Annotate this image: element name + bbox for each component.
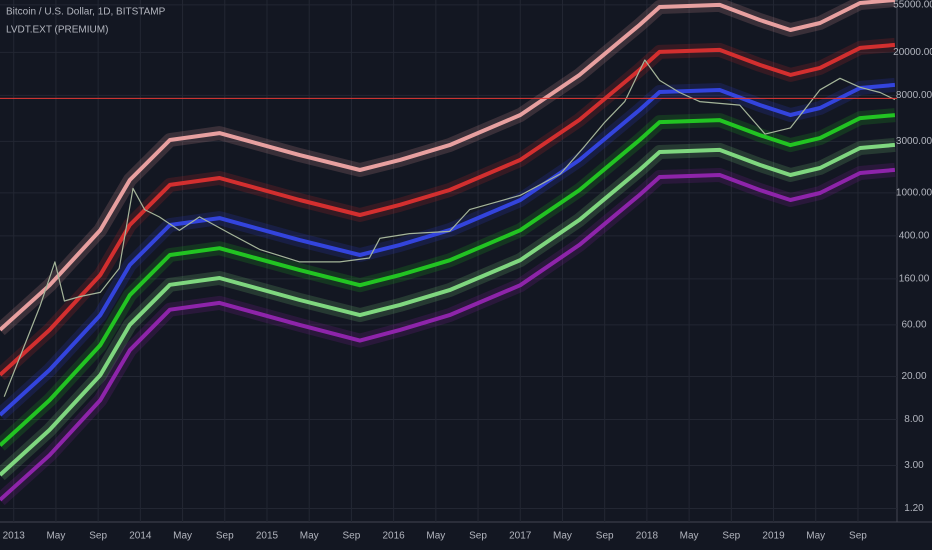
symbol-title: Bitcoin / U.S. Dollar, 1D, BITSTAMP — [6, 7, 166, 18]
band-line — [0, 42, 896, 377]
x-tick-label: May — [173, 531, 192, 542]
y-tick-label: 400.00 — [899, 231, 930, 242]
band-line — [0, 142, 896, 477]
x-tick-label: 2018 — [636, 531, 659, 542]
band-line — [0, 167, 896, 502]
x-tick-label: 2016 — [382, 531, 405, 542]
x-tick-label: Sep — [849, 531, 867, 542]
band-line — [0, 82, 896, 417]
x-tick-label: May — [553, 531, 572, 542]
x-tick-label: Sep — [722, 531, 740, 542]
x-tick-label: May — [680, 531, 699, 542]
y-tick-label: 8.00 — [904, 414, 924, 425]
y-tick-label: 20000.00 — [893, 47, 932, 58]
x-tick-label: 2019 — [762, 531, 785, 542]
x-tick-label: 2014 — [129, 531, 152, 542]
x-tick-label: Sep — [469, 531, 487, 542]
y-tick-label: 1000.00 — [896, 188, 932, 199]
indicator-name: LVDT.EXT (PREMIUM) — [6, 25, 108, 36]
y-tick-label: 8000.00 — [896, 90, 932, 101]
y-tick-label: 1.20 — [904, 503, 924, 514]
x-tick-label: 2015 — [256, 531, 279, 542]
y-tick-label: 3.00 — [904, 460, 924, 471]
x-tick-label: 2013 — [3, 531, 26, 542]
x-tick-label: May — [46, 531, 65, 542]
band-line — [0, 113, 896, 447]
x-tick-label: Sep — [89, 531, 107, 542]
y-tick-label: 160.00 — [899, 274, 930, 285]
y-tick-label: 3000.00 — [896, 136, 932, 147]
price-line — [3, 59, 896, 397]
x-tick-label: May — [300, 531, 319, 542]
y-tick-label: 20.00 — [901, 371, 926, 382]
x-tick-label: 2017 — [509, 531, 532, 542]
y-tick-label: 60.00 — [901, 320, 926, 331]
x-tick-label: Sep — [216, 531, 234, 542]
x-tick-label: Sep — [596, 531, 614, 542]
y-tick-label: 55000.00 — [893, 0, 932, 10]
x-tick-label: Sep — [343, 531, 361, 542]
x-tick-label: May — [806, 531, 825, 542]
band-line — [0, 0, 896, 332]
x-tick-label: May — [426, 531, 445, 542]
